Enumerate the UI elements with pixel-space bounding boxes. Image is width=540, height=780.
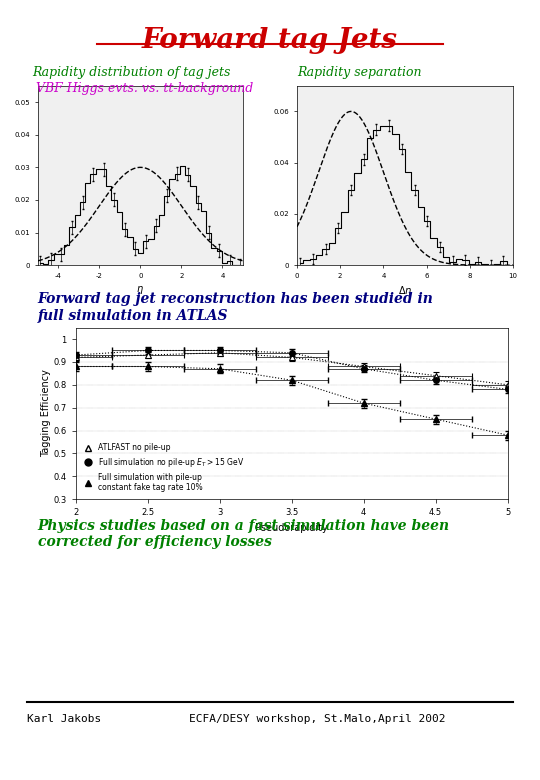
Text: Forward tag Jets: Forward tag Jets bbox=[142, 27, 398, 55]
Text: Karl Jakobs: Karl Jakobs bbox=[27, 714, 102, 724]
Text: Rapidity distribution of tag jets: Rapidity distribution of tag jets bbox=[32, 66, 231, 80]
Legend: ATLFAST no pile-up, Full simulation no pile-up $E_T$$>$15 GeV, Full simulation w: ATLFAST no pile-up, Full simulation no p… bbox=[79, 440, 247, 495]
X-axis label: Pseudorapidity: Pseudorapidity bbox=[255, 523, 328, 533]
X-axis label: $\Delta\eta$: $\Delta\eta$ bbox=[398, 285, 412, 299]
Text: Forward tag jet reconstruction has been studied in
full simulation in ATLAS: Forward tag jet reconstruction has been … bbox=[38, 292, 434, 323]
Text: ECFA/DESY workshop, St.Malo,April 2002: ECFA/DESY workshop, St.Malo,April 2002 bbox=[189, 714, 446, 724]
X-axis label: $\eta$: $\eta$ bbox=[137, 285, 144, 296]
Y-axis label: Tagging Efficiency: Tagging Efficiency bbox=[40, 370, 51, 457]
Text: Physics studies based on a fast simulation have been
corrected for efficiency lo: Physics studies based on a fast simulati… bbox=[38, 519, 450, 549]
Text: Rapidity separation: Rapidity separation bbox=[297, 66, 422, 80]
Text: VBF Higgs evts. vs. tt-background: VBF Higgs evts. vs. tt-background bbox=[32, 82, 254, 95]
